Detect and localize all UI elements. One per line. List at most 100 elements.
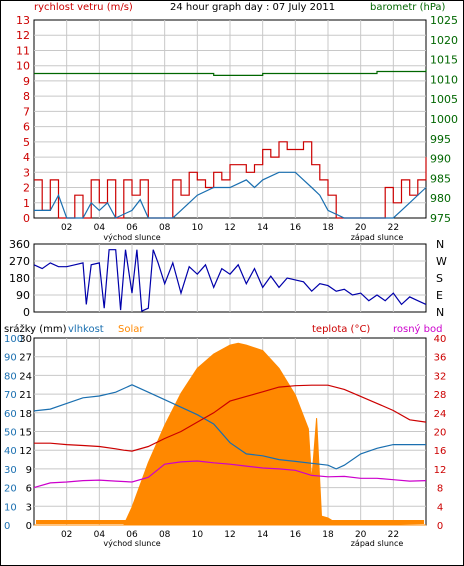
- wind-panel-x-tick: 14: [257, 223, 269, 233]
- direction-y-tick: 270: [9, 255, 30, 268]
- climate-sunrise-label: východ slunce: [103, 539, 160, 548]
- pressure-y-tick: 1025: [430, 14, 458, 27]
- climate-panel-x-tick: 04: [94, 530, 106, 540]
- solar-area: [34, 342, 427, 526]
- wind-panel-x-tick: 04: [94, 223, 106, 233]
- wind-y-tick: 7: [23, 105, 30, 118]
- precip-y-tick: 3: [26, 502, 32, 513]
- temperature-y-tick: 28: [434, 390, 447, 401]
- climate-panel-x-tick: 12: [224, 530, 235, 540]
- compass-tick: S: [436, 272, 443, 285]
- temperature-y-tick: 12: [434, 465, 447, 476]
- precip-y-tick: 21: [19, 390, 32, 401]
- precip-y-tick: 9: [26, 465, 32, 476]
- pressure-y-tick: 1015: [430, 54, 458, 67]
- wind-y-tick: 8: [23, 90, 30, 103]
- climate-panel-x-tick: 14: [257, 530, 269, 540]
- direction-y-tick: 360: [9, 238, 30, 251]
- climate-panel-x-tick: 16: [290, 530, 302, 540]
- wind-y-tick: 10: [16, 60, 30, 73]
- precip-y-tick: 30: [19, 334, 32, 345]
- precip-y-tick: 12: [19, 446, 32, 457]
- temperature-line: [34, 384, 427, 452]
- temperature-y-tick: 8: [437, 484, 443, 495]
- wind-y-tick: 4: [23, 151, 30, 164]
- direction-y-tick: 90: [16, 289, 30, 302]
- compass-tick: E: [436, 289, 443, 302]
- pressure-axis-title: barometr (hPa): [370, 2, 446, 13]
- humidity-y-tick: 80: [4, 371, 17, 382]
- direction-y-tick: 0: [23, 306, 30, 319]
- pressure-y-tick: 1010: [430, 73, 458, 86]
- sunset-label: západ slunce: [351, 233, 404, 242]
- precip-y-tick: 6: [26, 484, 32, 495]
- climate-panel-x-tick: 18: [322, 530, 334, 540]
- precip-y-tick: 15: [19, 428, 32, 439]
- compass-tick: N: [436, 306, 444, 319]
- temperature-y-tick: 24: [434, 409, 447, 420]
- precip-y-tick: 0: [26, 521, 32, 532]
- temperature-label: teplota (°C): [312, 324, 370, 335]
- climate-sunset-label: západ slunce: [351, 539, 404, 548]
- wind-panel-x-tick: 20: [355, 223, 367, 233]
- humidity-y-tick: 100: [4, 334, 23, 345]
- wind-panel-x-tick: 12: [224, 223, 235, 233]
- humidity-y-tick: 50: [4, 428, 17, 439]
- wind-y-tick: 3: [23, 166, 30, 179]
- wind-panel-x-tick: 02: [61, 223, 72, 233]
- pressure-y-tick: 980: [430, 192, 451, 205]
- pressure-y-tick: 990: [430, 153, 451, 166]
- direction-y-tick: 180: [9, 272, 30, 285]
- climate-panel-x-tick: 20: [355, 530, 367, 540]
- pressure-y-tick: 1020: [430, 34, 458, 47]
- climate-panel-x-tick: 08: [159, 530, 171, 540]
- precip-y-tick: 18: [19, 409, 32, 420]
- climate-panel-x-tick: 02: [61, 530, 72, 540]
- humidity-y-tick: 90: [4, 353, 17, 364]
- pressure-y-tick: 1005: [430, 93, 458, 106]
- compass-tick: N: [436, 238, 444, 251]
- humidity-y-tick: 30: [4, 465, 17, 476]
- wind-direction-line: [33, 249, 427, 312]
- wind-y-tick: 1: [23, 197, 30, 210]
- climate-panel-x-tick: 06: [126, 530, 138, 540]
- humidity-y-tick: 70: [4, 390, 17, 401]
- pressure-y-tick: 985: [430, 172, 451, 185]
- wind-y-tick: 2: [23, 182, 30, 195]
- temperature-y-tick: 40: [434, 334, 447, 345]
- climate-panel-x-tick: 22: [388, 530, 399, 540]
- temperature-y-tick: 36: [434, 353, 447, 364]
- humidity-y-tick: 10: [4, 502, 17, 513]
- humidity-y-tick: 0: [4, 521, 10, 532]
- pressure-y-tick: 995: [430, 133, 451, 146]
- precip-y-tick: 27: [19, 353, 32, 364]
- wind-y-tick: 12: [16, 29, 30, 42]
- temperature-y-tick: 0: [437, 521, 443, 532]
- wind-y-tick: 9: [23, 75, 30, 88]
- temperature-y-tick: 16: [434, 446, 447, 457]
- chart-title: 24 hour graph day : 07 July 2011: [170, 2, 335, 13]
- wind-speed-axis-title: rychlost vetru (m/s): [34, 2, 133, 13]
- pressure-line: [34, 69, 427, 76]
- wind-y-tick: 5: [23, 136, 30, 149]
- climate-panel-x-tick: 10: [192, 530, 204, 540]
- wind-panel-x-tick: 18: [322, 223, 334, 233]
- wind-gust-line: [34, 171, 427, 219]
- wind-panel-x-tick: 10: [192, 223, 204, 233]
- humidity-line: [33, 384, 426, 470]
- wind-panel-x-tick: 06: [126, 223, 138, 233]
- solar-baseline: [36, 520, 424, 524]
- humidity-y-tick: 60: [4, 409, 17, 420]
- wind-panel-x-tick: 22: [388, 223, 399, 233]
- wind-y-tick: 11: [16, 44, 30, 57]
- pressure-y-tick: 1000: [430, 113, 458, 126]
- compass-tick: W: [436, 255, 447, 268]
- precip-y-tick: 24: [19, 371, 32, 382]
- dewpoint-line: [33, 460, 427, 489]
- wind-y-tick: 0: [23, 212, 30, 225]
- dewpoint-label: rosný bod: [393, 323, 442, 335]
- temperature-y-tick: 4: [437, 502, 443, 513]
- pressure-y-tick: 975: [430, 212, 451, 225]
